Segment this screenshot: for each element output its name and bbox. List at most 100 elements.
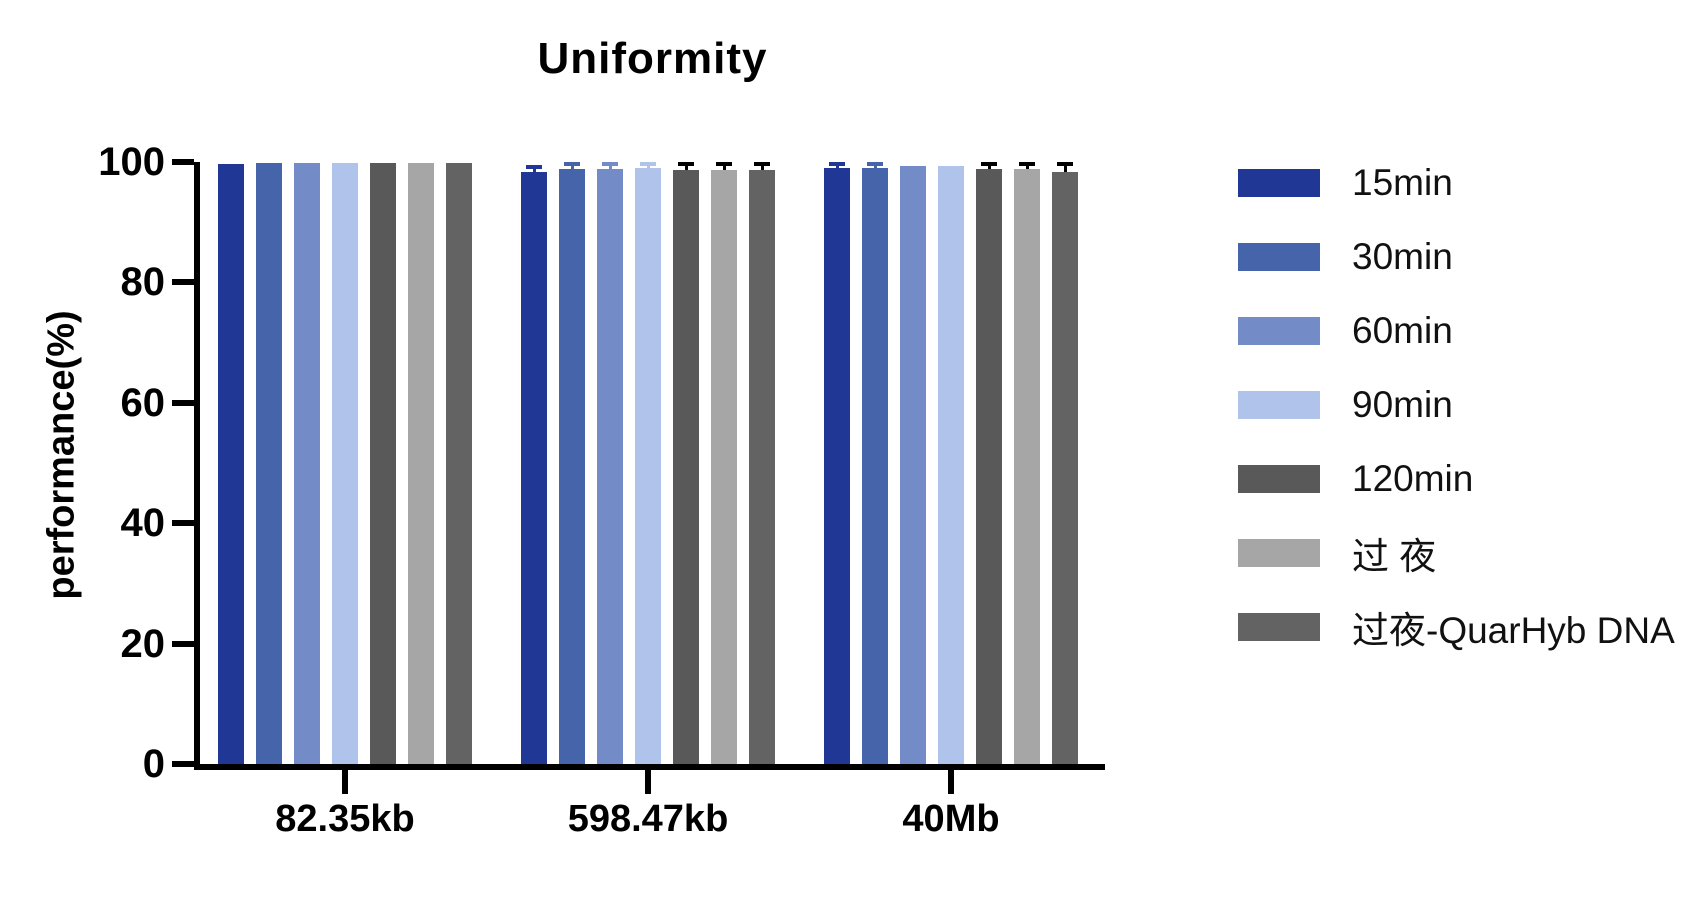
- error-line-598.47kb-3: [646, 166, 650, 169]
- legend-swatch-3: [1238, 391, 1320, 419]
- bar-slot-598.47kb-2: [597, 162, 623, 764]
- error-line-40Mb-0: [835, 166, 839, 169]
- error-line-598.47kb-2: [608, 166, 612, 169]
- bar-82.35kb-2: [294, 162, 320, 764]
- bar-slot-598.47kb-1: [559, 162, 585, 764]
- bar-40Mb-0: [824, 168, 850, 764]
- x-tick-40Mb: [948, 768, 954, 794]
- error-bar-598.47kb-4: [678, 162, 694, 170]
- bar-40Mb-5: [1014, 169, 1040, 764]
- bar-598.47kb-5: [711, 169, 737, 764]
- error-bar-598.47kb-2: [602, 162, 618, 169]
- legend-label-0: 15min: [1352, 162, 1453, 203]
- bar-82.35kb-1: [256, 162, 282, 764]
- error-line-40Mb-5: [1025, 166, 1029, 169]
- bar-598.47kb-4: [673, 169, 699, 764]
- error-bar-598.47kb-1: [564, 162, 580, 169]
- bar-82.35kb-4: [370, 162, 396, 764]
- legend-swatch-0: [1238, 169, 1320, 197]
- bar-slot-40Mb-1: [862, 162, 888, 764]
- error-line-40Mb-1: [873, 166, 877, 169]
- bar-82.35kb-3: [332, 162, 358, 764]
- legend-label-3: 90min: [1352, 384, 1453, 425]
- error-bar-40Mb-1: [867, 162, 883, 169]
- y-tick-80: [172, 279, 194, 286]
- bar-598.47kb-0: [521, 171, 547, 764]
- bar-slot-82.35kb-3: [332, 162, 358, 764]
- legend-swatch-6: [1238, 613, 1320, 641]
- error-cap-598.47kb-4: [678, 162, 694, 166]
- y-axis-label: performance(%): [40, 310, 83, 600]
- bar-40Mb-4: [976, 169, 1002, 764]
- error-bar-40Mb-5: [1019, 162, 1035, 169]
- legend-label-6: 过夜-QuarHyb DNA: [1352, 610, 1675, 651]
- legend-row-6: 过夜-QuarHyb DNA: [1238, 610, 1675, 651]
- y-tick-label-20: 20: [120, 621, 166, 666]
- error-line-598.47kb-0: [532, 169, 536, 172]
- x-tick-label-82.35kb: 82.35kb: [275, 798, 415, 840]
- legend-row-2: 60min: [1238, 310, 1675, 351]
- y-tick-label-100: 100: [98, 140, 165, 184]
- error-cap-598.47kb-2: [602, 162, 618, 166]
- error-line-598.47kb-5: [722, 166, 726, 170]
- bar-40Mb-1: [862, 168, 888, 764]
- bar-40Mb-6: [1052, 172, 1078, 764]
- legend-label-1: 30min: [1352, 236, 1453, 277]
- y-tick-40: [172, 520, 194, 527]
- bar-slot-82.35kb-0: [218, 162, 244, 764]
- bar-group-82.35kb: [218, 162, 472, 764]
- y-tick-label-80: 80: [120, 260, 166, 305]
- legend-row-3: 90min: [1238, 384, 1675, 425]
- bar-82.35kb-0: [218, 163, 244, 764]
- error-line-40Mb-6: [1063, 166, 1067, 173]
- legend-row-4: 120min: [1238, 458, 1675, 499]
- x-tick-label-40Mb: 40Mb: [902, 798, 1000, 840]
- legend-row-0: 15min: [1238, 162, 1675, 203]
- legend-row-1: 30min: [1238, 236, 1675, 277]
- error-bar-598.47kb-6: [754, 162, 770, 170]
- bar-slot-82.35kb-2: [294, 162, 320, 764]
- error-cap-40Mb-5: [1019, 162, 1035, 166]
- bar-group-598.47kb: [521, 162, 775, 764]
- error-cap-40Mb-1: [867, 162, 883, 166]
- x-tick-label-598.47kb: 598.47kb: [567, 798, 729, 840]
- error-bar-40Mb-0: [829, 162, 845, 169]
- error-cap-598.47kb-1: [564, 162, 580, 167]
- error-line-598.47kb-4: [684, 166, 688, 170]
- bar-598.47kb-3: [635, 168, 661, 764]
- bar-slot-40Mb-3: [938, 162, 964, 764]
- legend-row-5: 过 夜: [1238, 536, 1675, 577]
- error-cap-598.47kb-5: [716, 162, 732, 166]
- y-tick-20: [172, 640, 194, 647]
- error-bar-598.47kb-3: [640, 162, 656, 169]
- bar-slot-598.47kb-4: [673, 162, 699, 764]
- error-cap-40Mb-4: [981, 162, 997, 166]
- legend-label-5: 过 夜: [1352, 536, 1437, 577]
- bar-slot-598.47kb-0: [521, 162, 547, 764]
- x-tick-598.47kb: [645, 768, 651, 794]
- legend-swatch-4: [1238, 465, 1320, 493]
- chart-title: Uniformity: [537, 34, 768, 83]
- x-axis: [194, 764, 1105, 770]
- bar-slot-40Mb-2: [900, 162, 926, 764]
- bar-598.47kb-2: [597, 169, 623, 764]
- bar-slot-82.35kb-1: [256, 162, 282, 764]
- bar-slot-598.47kb-6: [749, 162, 775, 764]
- bar-slot-40Mb-0: [824, 162, 850, 764]
- legend-swatch-2: [1238, 317, 1320, 345]
- y-tick-label-0: 0: [142, 742, 165, 786]
- bar-82.35kb-6: [446, 162, 472, 764]
- bar-slot-40Mb-6: [1052, 162, 1078, 764]
- x-tick-82.35kb: [342, 768, 348, 794]
- bar-40Mb-3: [938, 165, 964, 764]
- y-tick-0: [172, 761, 194, 767]
- error-line-598.47kb-6: [760, 166, 764, 170]
- bar-slot-598.47kb-3: [635, 162, 661, 764]
- bar-40Mb-2: [900, 165, 926, 764]
- bar-slot-82.35kb-5: [408, 162, 434, 764]
- bar-slot-82.35kb-4: [370, 162, 396, 764]
- y-axis: [194, 162, 200, 770]
- legend: 15min 30min 60min 90min 120min 过 夜过夜-QuarHyb …: [1238, 162, 1675, 651]
- bar-slot-598.47kb-5: [711, 162, 737, 764]
- error-line-598.47kb-1: [570, 166, 574, 169]
